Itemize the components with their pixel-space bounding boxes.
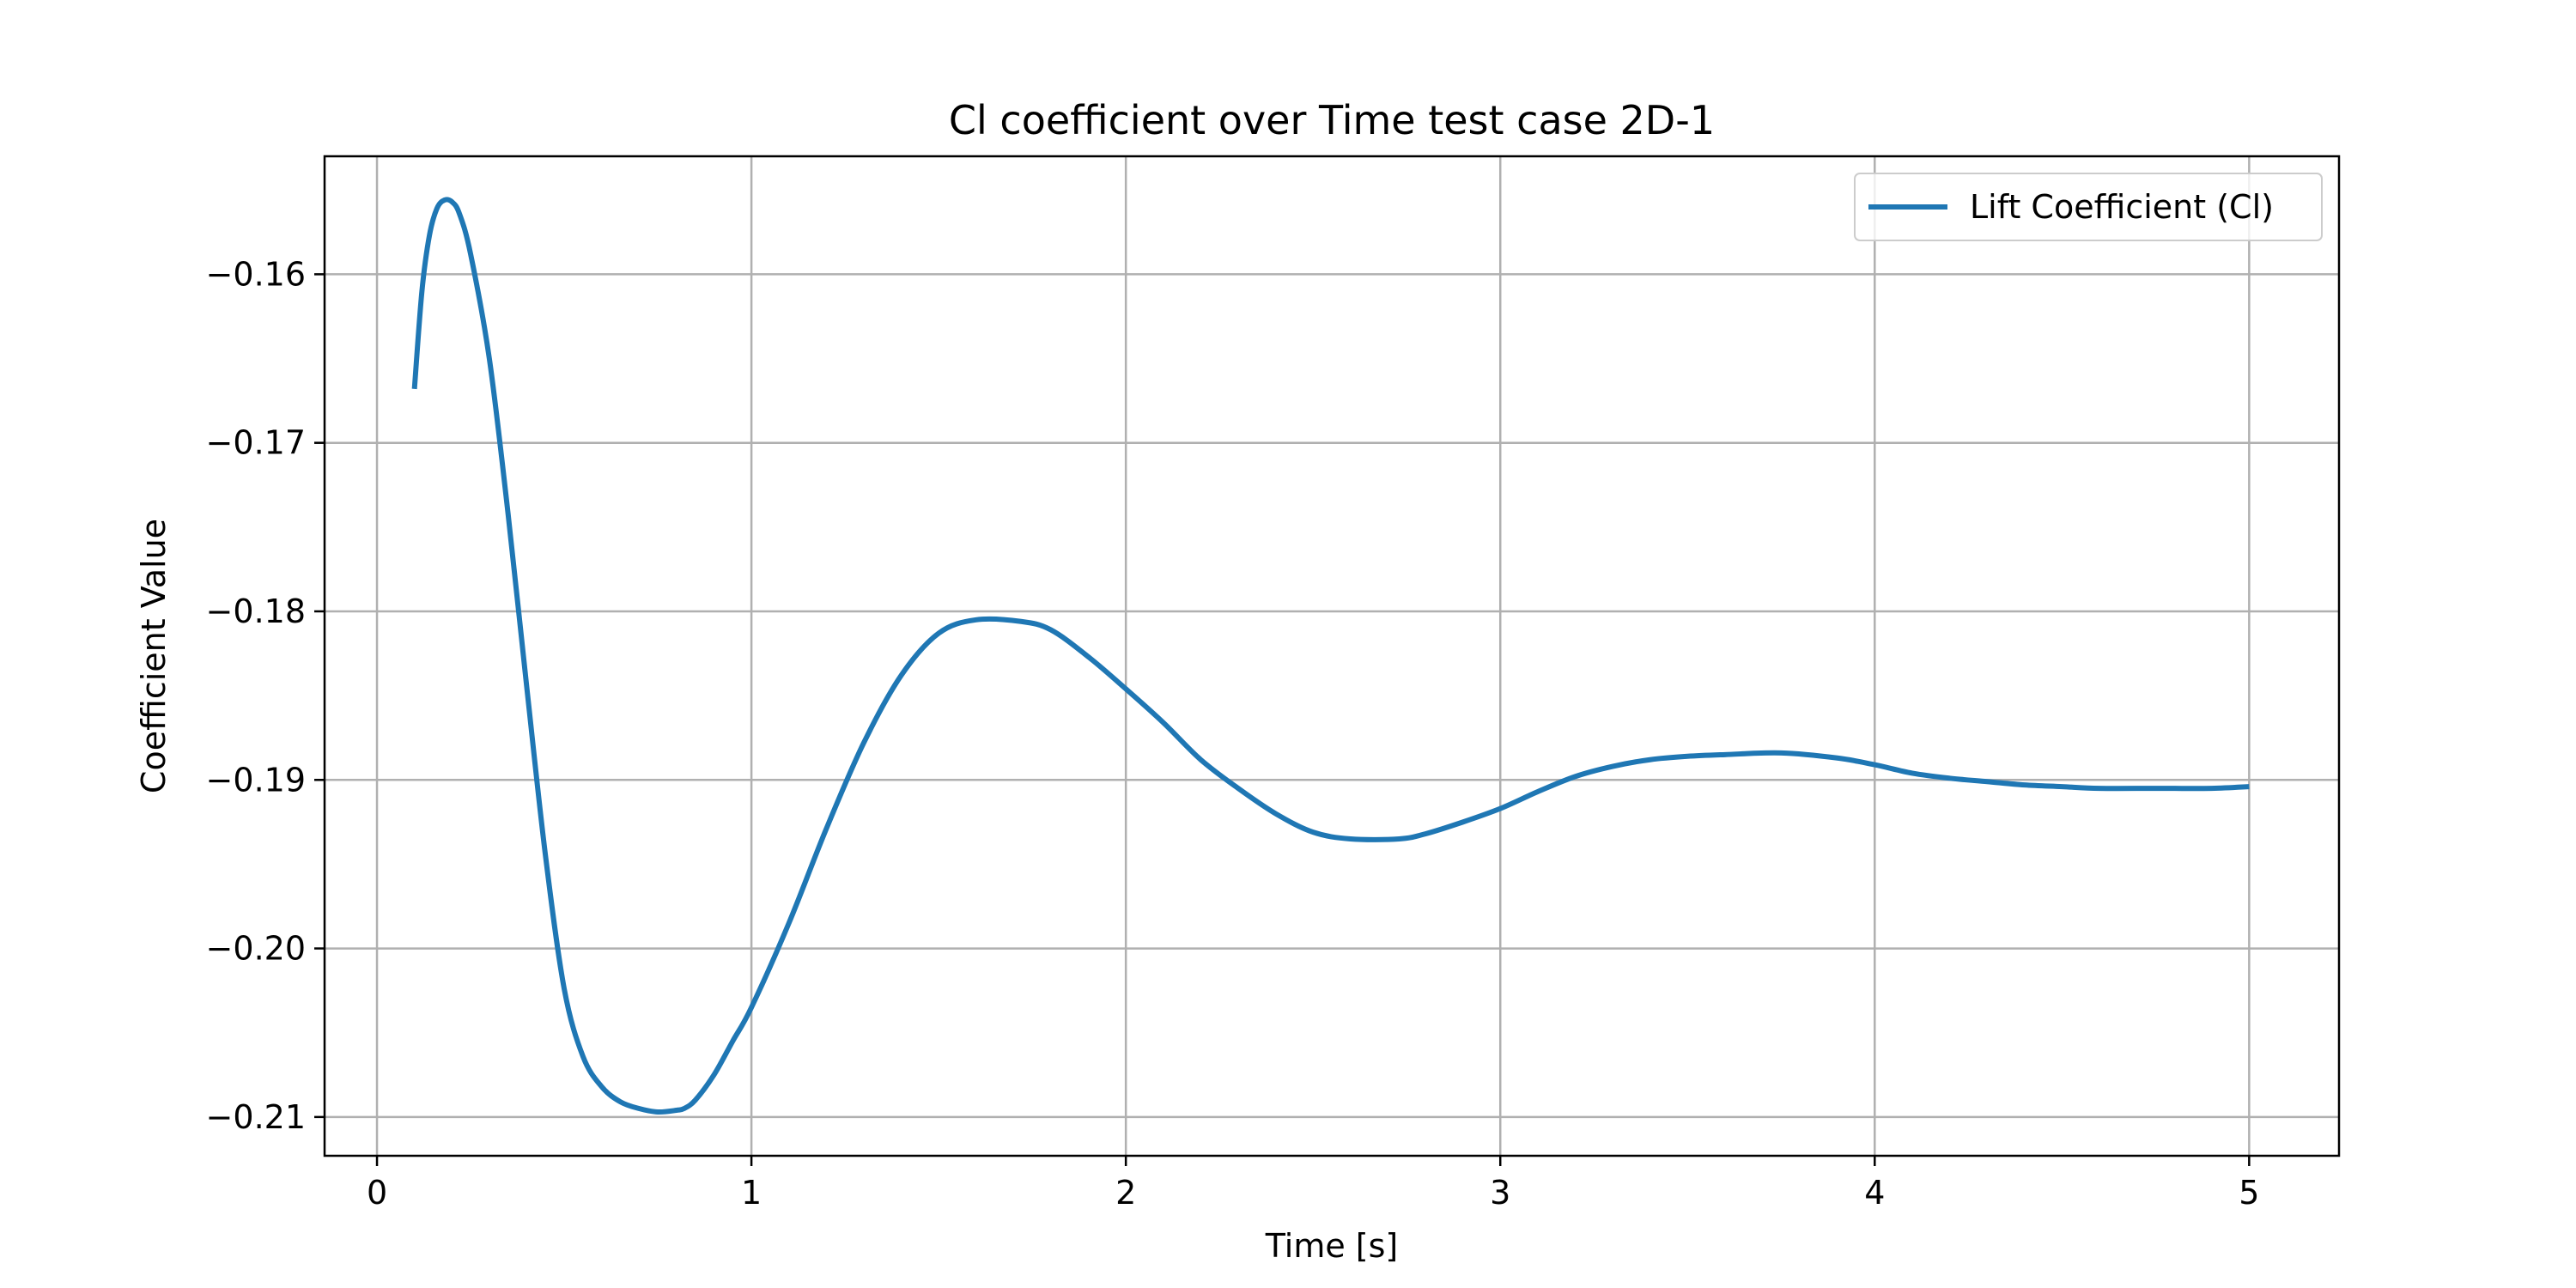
x-axis-label: Time [s]: [1265, 1227, 1399, 1265]
x-tick-label: 5: [2239, 1174, 2259, 1212]
x-tick-label: 2: [1115, 1174, 1136, 1212]
y-tick-label: −0.19: [206, 761, 306, 799]
legend: Lift Coefficient (Cl): [1854, 173, 2323, 241]
grid-layer: [325, 156, 2339, 1156]
y-tick-label: −0.18: [206, 592, 306, 630]
y-tick-label: −0.20: [206, 930, 306, 968]
legend-box: [1854, 173, 2323, 241]
x-tick-label: 4: [1864, 1174, 1885, 1212]
plot-frame: [323, 155, 2341, 1157]
y-tick-label: −0.21: [206, 1098, 306, 1136]
x-tick-label: 0: [367, 1174, 387, 1212]
y-axis-label: Coefficient Value: [135, 519, 173, 793]
y-tick-label: −0.16: [206, 255, 306, 293]
x-tick-label: 1: [741, 1174, 762, 1212]
legend-label-lift-coefficient: Lift Coefficient (Cl): [1970, 188, 2274, 226]
chart-title: Cl coefficient over Time test case 2D-1: [949, 97, 1715, 143]
x-tick-label: 3: [1490, 1174, 1510, 1212]
y-tick-label: −0.17: [206, 424, 306, 462]
series-layer: [411, 197, 2250, 1115]
series-line-lift-coefficient: [411, 197, 2250, 1115]
tick-layer: 0 1 2 3 4 5 −0.16 −0.17 −0.18 −0.19 −0.20 −0.21: [206, 255, 2260, 1212]
